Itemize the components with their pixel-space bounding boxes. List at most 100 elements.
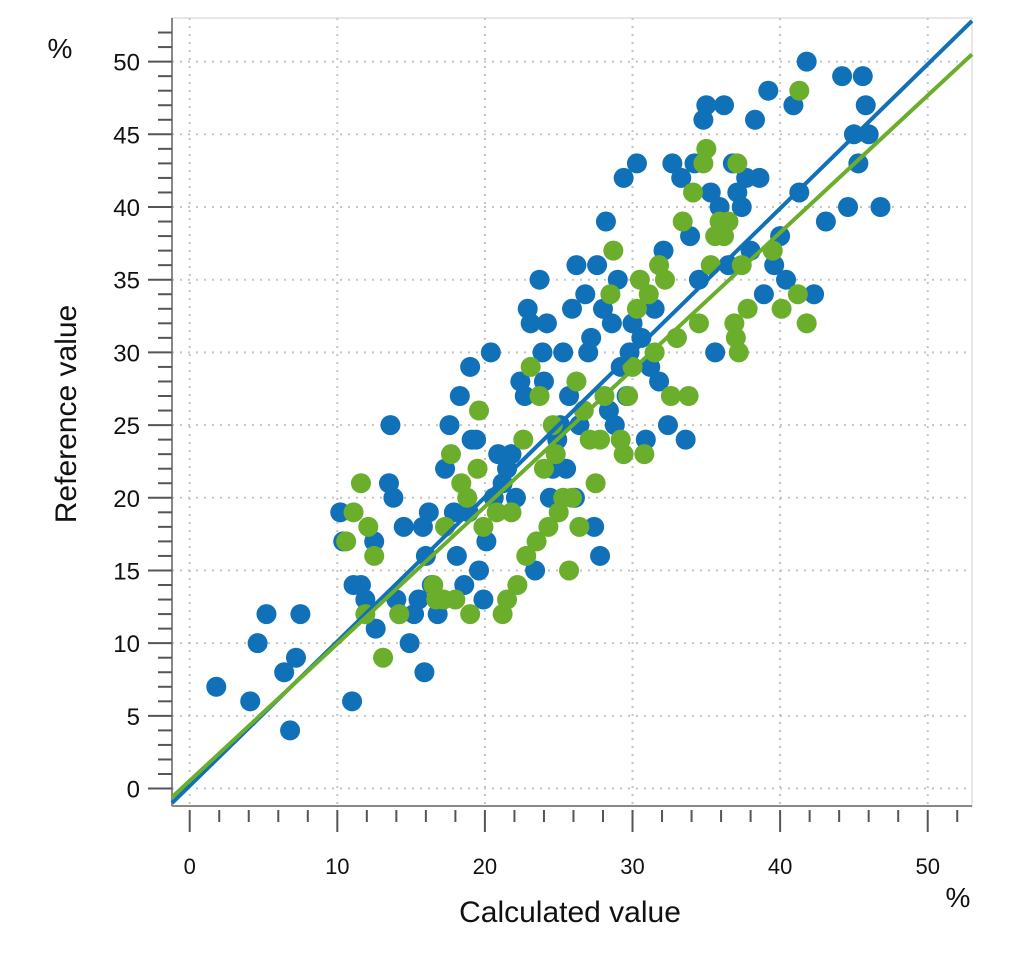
data-point-series-1 — [290, 604, 311, 625]
data-point-series-1 — [285, 647, 306, 668]
data-point-series-1 — [587, 255, 608, 276]
data-point-series-2 — [516, 545, 537, 566]
data-point-series-2 — [724, 313, 745, 334]
data-point-series-1 — [454, 575, 475, 596]
data-point-series-2 — [440, 444, 461, 465]
x-tick-label: 0 — [184, 854, 196, 879]
data-point-series-1 — [626, 153, 647, 174]
data-point-series-1 — [408, 589, 429, 610]
axes: 0 10 20 30 40 50 0 5 10 15 20 25 30 35 40 45 50 — [113, 18, 972, 879]
data-point-series-2 — [497, 589, 518, 610]
data-point-series-2 — [796, 313, 817, 334]
data-point-series-2 — [529, 386, 550, 407]
data-point-series-2 — [343, 502, 364, 523]
data-point-series-2 — [520, 356, 541, 377]
data-point-series-1 — [439, 415, 460, 436]
data-point-series-2 — [644, 342, 665, 363]
data-point-series-1 — [466, 429, 487, 450]
data-point-series-2 — [562, 487, 582, 508]
data-point-series-2 — [486, 502, 507, 523]
data-point-series-1 — [714, 95, 735, 116]
data-point-series-1 — [590, 545, 611, 566]
data-point-series-1 — [460, 356, 481, 377]
data-point-series-2 — [569, 516, 590, 537]
data-point-series-1 — [280, 720, 301, 741]
y-tick-label: 30 — [113, 340, 140, 367]
data-point-series-1 — [595, 211, 616, 232]
y-tick-label: 45 — [113, 122, 140, 149]
y-tick-label: 50 — [113, 50, 140, 77]
data-point-series-2 — [737, 298, 758, 319]
x-axis-unit: % — [946, 882, 971, 913]
x-tick-label: 50 — [915, 854, 939, 879]
data-point-series-2 — [696, 138, 717, 159]
data-point-series-1 — [631, 327, 652, 348]
x-tick-label: 30 — [620, 854, 644, 879]
data-point-series-1 — [446, 545, 467, 566]
data-point-series-1 — [256, 604, 277, 625]
data-point-series-2 — [634, 444, 655, 465]
data-point-series-1 — [709, 197, 730, 218]
data-point-series-2 — [613, 444, 634, 465]
data-point-series-1 — [749, 167, 770, 188]
data-point-series-2 — [533, 458, 554, 479]
data-point-series-1 — [473, 589, 494, 610]
data-point-series-2 — [585, 473, 606, 494]
x-tick-label: 20 — [473, 854, 497, 879]
data-point-series-1 — [613, 167, 634, 188]
data-point-series-1 — [649, 371, 670, 392]
data-point-series-1 — [566, 255, 587, 276]
data-point-series-1 — [635, 429, 656, 450]
data-point-series-2 — [618, 386, 639, 407]
data-point-series-2 — [787, 284, 808, 305]
data-point-series-1 — [399, 633, 420, 654]
y-tick-label: 20 — [113, 486, 140, 513]
data-point-series-1 — [553, 342, 574, 363]
data-point-series-1 — [584, 516, 605, 537]
data-point-series-2 — [678, 386, 699, 407]
regression-lines — [170, 19, 974, 805]
data-point-series-1 — [764, 255, 785, 276]
data-point-series-2 — [672, 211, 693, 232]
data-point-series-1 — [657, 415, 678, 436]
data-point-series-2 — [638, 284, 659, 305]
data-point-series-1 — [731, 197, 752, 218]
y-axis-ticks: 0 5 10 15 20 25 30 35 40 45 50 — [113, 31, 172, 804]
data-point-series-1 — [536, 313, 557, 334]
data-point-series-1 — [776, 269, 797, 290]
data-point-series-1 — [601, 313, 622, 334]
data-point-series-2 — [566, 371, 587, 392]
data-point-series-1 — [815, 211, 836, 232]
data-point-series-1 — [758, 80, 779, 101]
data-point-series-1 — [581, 327, 602, 348]
y-tick-label: 10 — [113, 631, 140, 658]
data-point-series-2 — [526, 531, 547, 552]
y-tick-label: 15 — [113, 558, 140, 585]
data-point-series-1 — [469, 560, 490, 581]
data-point-series-2 — [590, 429, 611, 450]
y-axis-label: Reference value — [50, 305, 83, 523]
data-point-series-1 — [753, 284, 774, 305]
data-point-series-1 — [556, 458, 577, 479]
data-point-series-2 — [545, 444, 566, 465]
x-tick-label: 40 — [768, 854, 792, 879]
fit-line-series-2 — [170, 52, 974, 799]
data-point-series-2 — [629, 269, 650, 290]
data-point-series-1 — [380, 415, 401, 436]
data-point-series-1 — [745, 109, 766, 130]
x-tick-label: 10 — [325, 854, 349, 879]
data-point-series-2 — [559, 560, 580, 581]
data-point-series-1 — [662, 153, 683, 174]
data-points — [206, 51, 891, 741]
data-point-series-2 — [728, 342, 749, 363]
data-point-series-1 — [501, 444, 522, 465]
data-point-series-2 — [469, 400, 490, 421]
data-point-series-2 — [660, 386, 681, 407]
y-tick-label: 25 — [113, 413, 140, 440]
data-point-series-1 — [355, 589, 376, 610]
data-point-series-1 — [675, 429, 696, 450]
data-point-series-1 — [696, 95, 717, 116]
data-point-series-2 — [445, 589, 466, 610]
data-point-series-2 — [771, 298, 792, 319]
data-point-series-1 — [480, 342, 501, 363]
